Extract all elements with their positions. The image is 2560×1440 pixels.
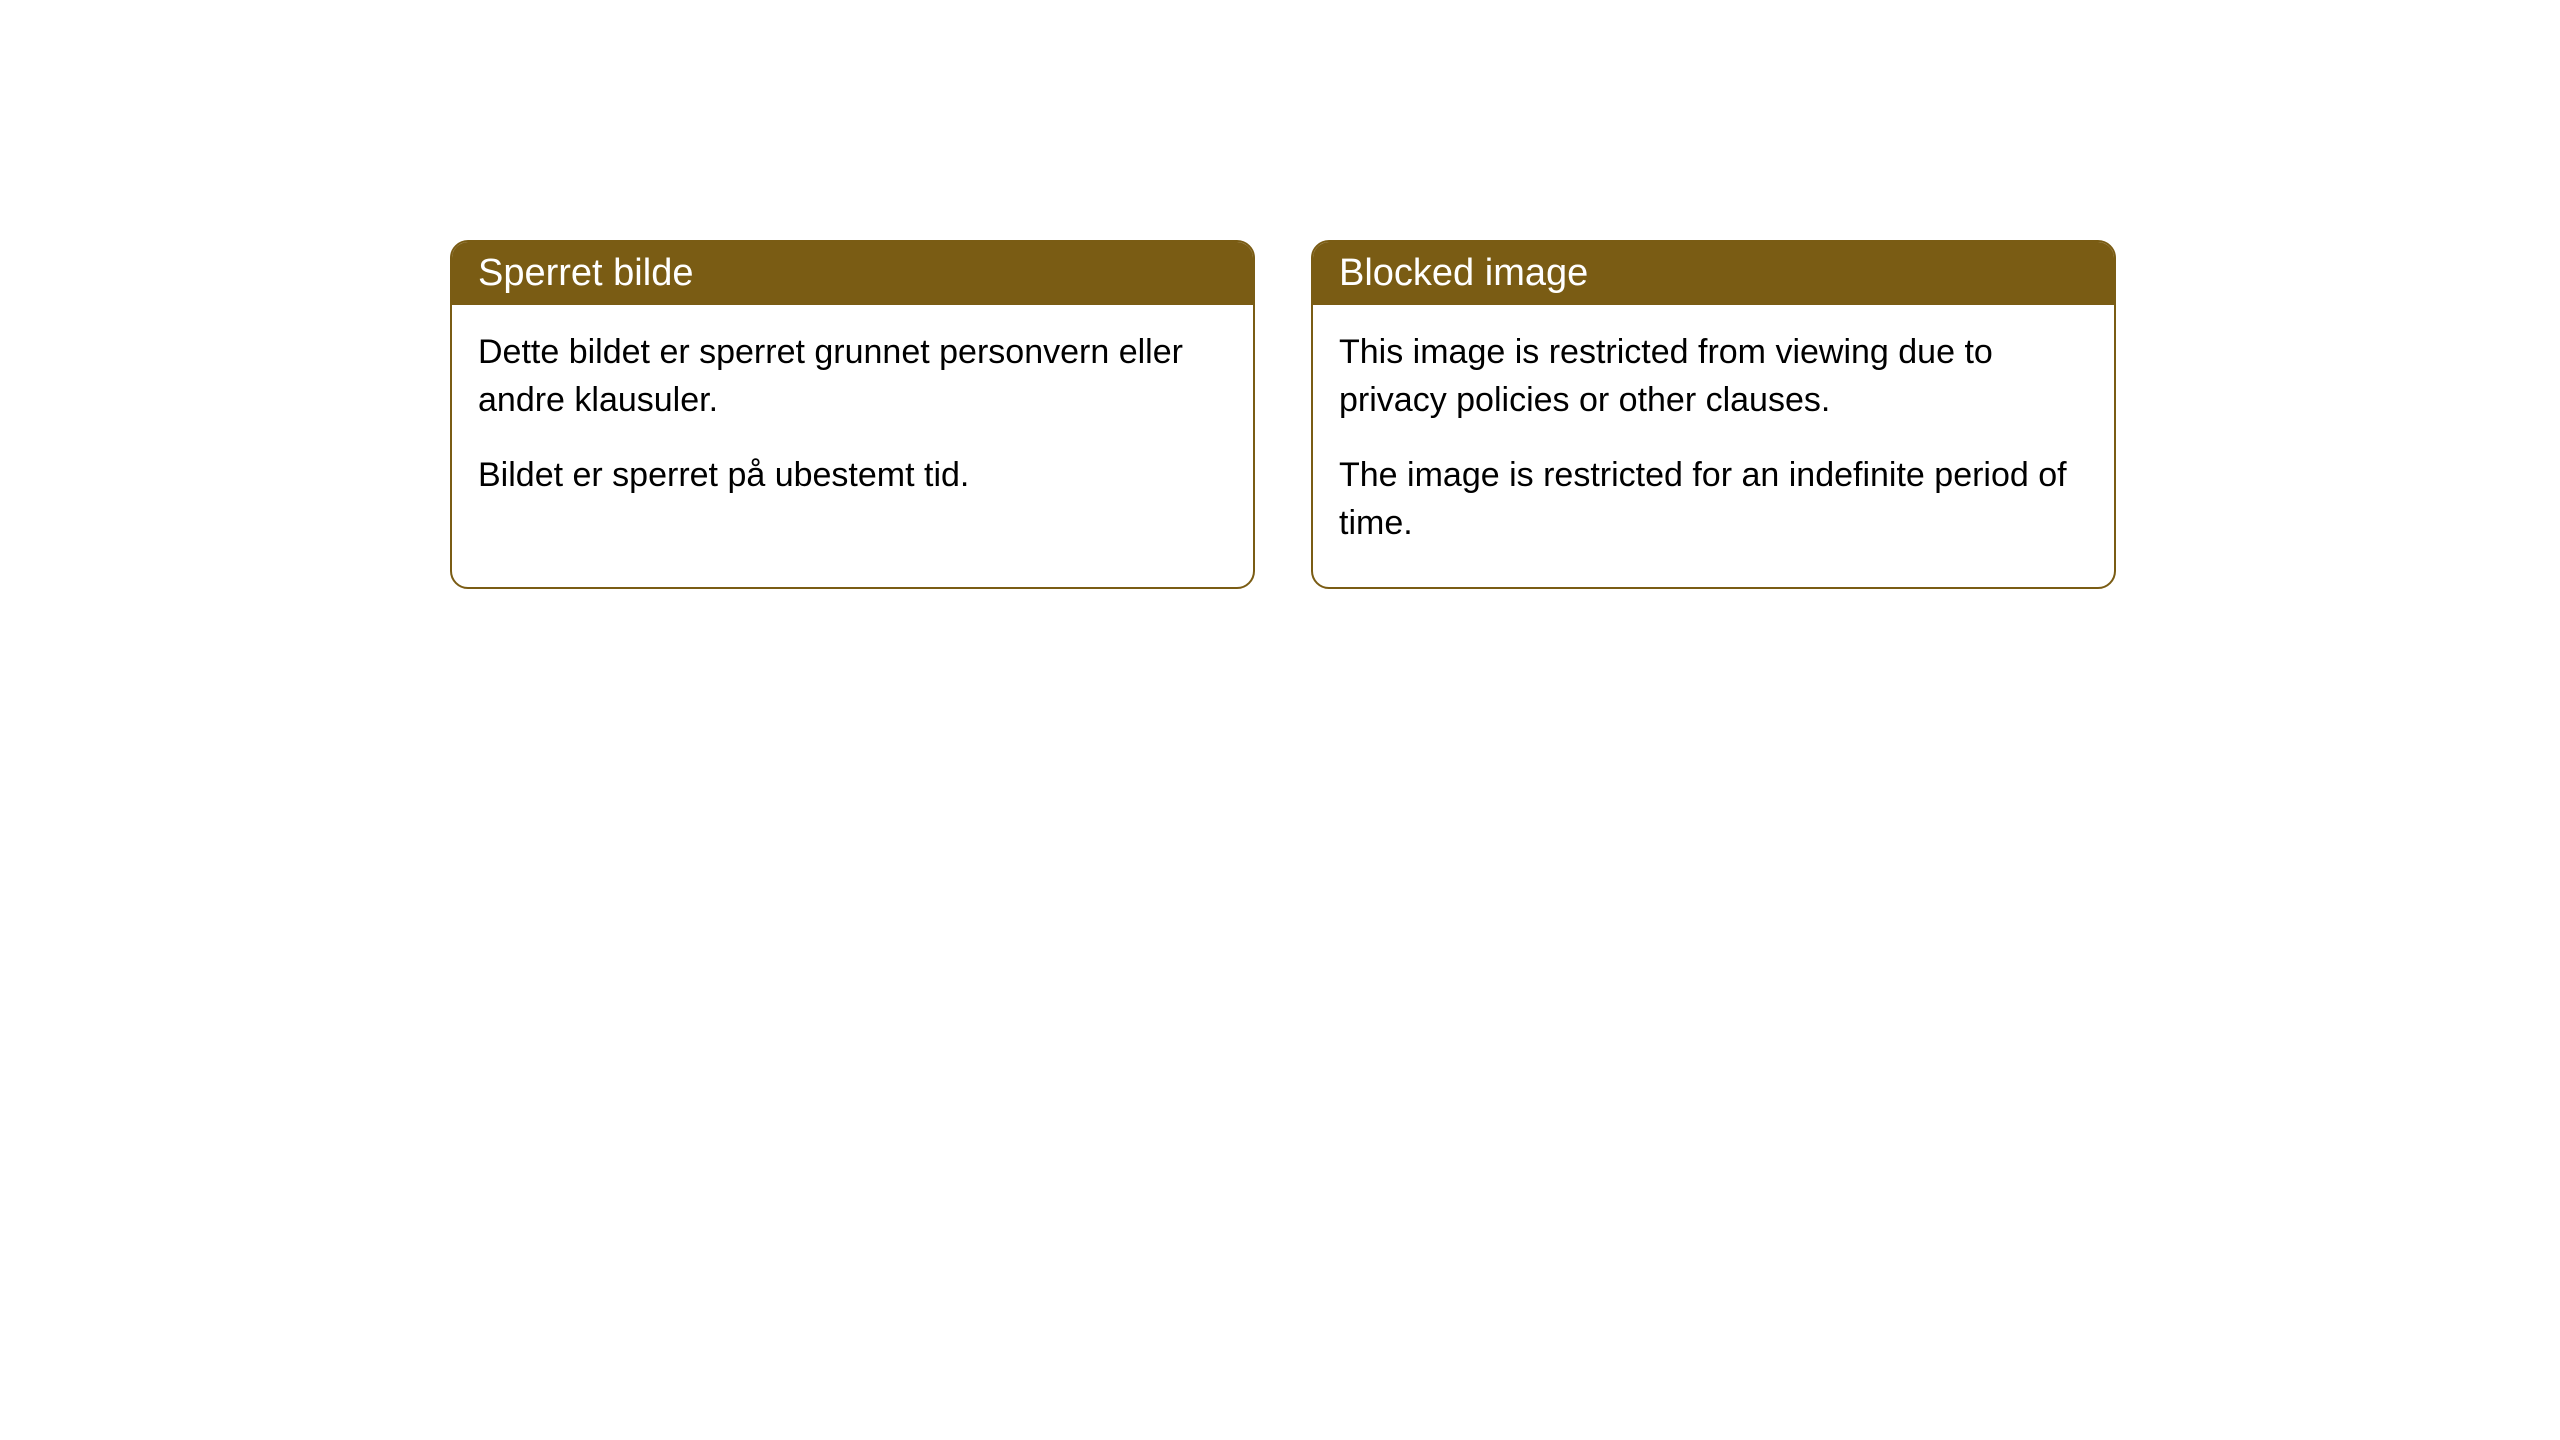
blocked-image-card-norwegian: Sperret bilde Dette bildet er sperret gr… bbox=[450, 240, 1255, 589]
card-title: Blocked image bbox=[1339, 252, 1588, 294]
cards-container: Sperret bilde Dette bildet er sperret gr… bbox=[0, 0, 2560, 589]
card-body-norwegian: Dette bildet er sperret grunnet personve… bbox=[452, 305, 1253, 540]
card-header-english: Blocked image bbox=[1313, 242, 2114, 305]
card-title: Sperret bilde bbox=[478, 252, 693, 294]
card-paragraph: This image is restricted from viewing du… bbox=[1339, 329, 2088, 424]
blocked-image-card-english: Blocked image This image is restricted f… bbox=[1311, 240, 2116, 589]
card-paragraph: The image is restricted for an indefinit… bbox=[1339, 452, 2088, 547]
card-paragraph: Dette bildet er sperret grunnet personve… bbox=[478, 329, 1227, 424]
card-header-norwegian: Sperret bilde bbox=[452, 242, 1253, 305]
card-paragraph: Bildet er sperret på ubestemt tid. bbox=[478, 452, 1227, 500]
card-body-english: This image is restricted from viewing du… bbox=[1313, 305, 2114, 587]
